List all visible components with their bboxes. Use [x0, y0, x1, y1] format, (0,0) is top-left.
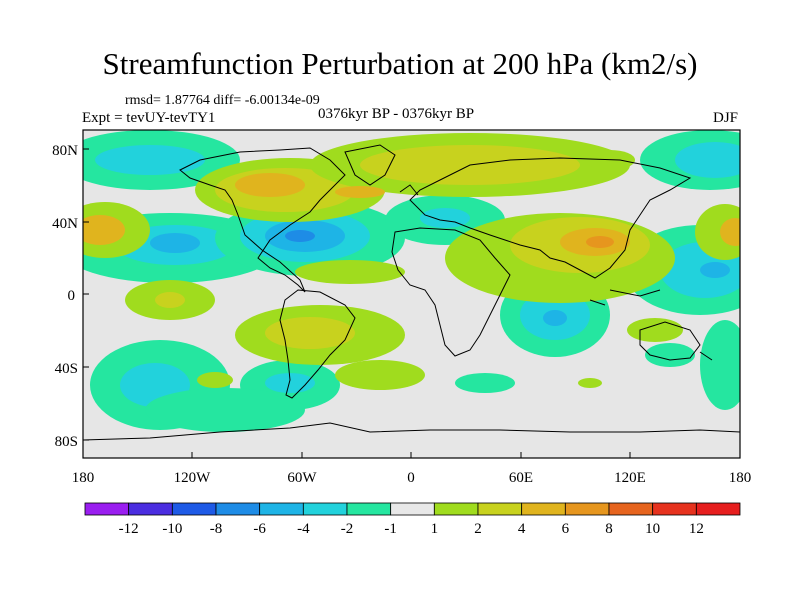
contour-region: [543, 310, 567, 326]
colorbar-label: 8: [605, 521, 613, 537]
contour-region: [720, 218, 740, 246]
contour-region: [700, 262, 730, 278]
colorbar-label: 1: [431, 521, 439, 537]
season-label: DJF: [713, 110, 739, 126]
contour-region: [335, 186, 385, 198]
contour-region: [700, 320, 740, 410]
contour-region: [295, 260, 405, 284]
contour-region: [285, 230, 315, 242]
contour-region: [586, 236, 614, 248]
colorbar-label: 4: [518, 521, 526, 537]
coastline-north-america: [179, 147, 346, 293]
x-tick-label: 60E: [509, 470, 533, 486]
contour-region: [95, 145, 205, 175]
colorbar-swatch: [171, 502, 217, 516]
colorbar-swatch: [433, 502, 479, 516]
colorbar-swatch: [608, 502, 654, 516]
colorbar-label: -6: [253, 521, 266, 537]
x-tick-label: 180: [729, 470, 752, 486]
y-tick-label: 80N: [52, 143, 78, 159]
coastlines: [83, 144, 740, 441]
colorbar-label: -12: [119, 521, 139, 537]
contour-region: [155, 292, 185, 308]
coastline-australia: [639, 321, 701, 361]
coastline-eurasia: [409, 157, 692, 279]
coastline-africa: [391, 227, 511, 357]
axis-ticks: [82, 148, 741, 458]
x-tick-label: 120E: [614, 470, 646, 486]
y-tick-label: 0: [68, 288, 76, 304]
colorbar-label: -8: [210, 521, 223, 537]
colorbar-swatch: [521, 502, 566, 516]
coastline-antarctica: [83, 422, 740, 441]
colorbar-label: 10: [645, 521, 660, 537]
contour-region: [197, 372, 233, 388]
colorbar-label: 2: [474, 521, 482, 537]
period-label: 0376kyr BP - 0376kyr BP: [318, 106, 475, 122]
experiment-label: Expt = tevUY-tevTY1: [82, 110, 216, 126]
contour-region: [235, 173, 305, 197]
contour-region: [645, 343, 695, 367]
colorbar-label: 12: [689, 521, 704, 537]
contour-region: [145, 388, 305, 432]
colorbar-label: -4: [297, 521, 310, 537]
x-tick-label: 0: [407, 470, 415, 486]
contour-region: [455, 373, 515, 393]
contour-region: [695, 204, 740, 260]
colorbar-label: -1: [384, 521, 397, 537]
contour-region: [627, 318, 683, 342]
colorbar-swatch: [695, 502, 741, 516]
contour-region: [150, 233, 200, 253]
x-tick-label: 120W: [174, 470, 212, 486]
contour-region: [83, 215, 125, 245]
colorbar-swatch: [390, 502, 435, 516]
colorbar-label: -10: [162, 521, 182, 537]
colorbar-swatch: [564, 502, 610, 516]
y-tick-label: 40N: [52, 216, 78, 232]
colorbar-swatch: [302, 502, 348, 516]
contour-region: [335, 360, 425, 390]
y-tick-label: 80S: [55, 434, 78, 450]
colorbar-swatch: [346, 502, 392, 516]
x-tick-label: 60W: [287, 470, 317, 486]
x-tick-label: 180: [72, 470, 95, 486]
stats-label: rmsd= 1.87764 diff= -6.00134e-09: [125, 93, 320, 108]
colorbar-label: -2: [341, 521, 354, 537]
coastline-islands: [399, 184, 713, 361]
colorbar-swatch: [652, 502, 697, 516]
y-tick-label: 40S: [55, 361, 78, 377]
contour-region: [675, 142, 740, 178]
colorbar-swatch: [128, 502, 173, 516]
colorbar-swatch: [215, 502, 261, 516]
coastline-south-america: [279, 289, 356, 399]
plot-title: Streamfunction Perturbation at 200 hPa (…: [102, 46, 698, 81]
contour-region: [578, 378, 602, 388]
colorbar-swatch: [84, 502, 130, 516]
colorbar-swatch: [477, 502, 523, 516]
coastline-greenland: [344, 144, 396, 186]
colorbar-swatch: [259, 502, 304, 516]
colorbar: [84, 502, 741, 516]
contour-region: [265, 317, 355, 349]
contour-field: [83, 130, 740, 458]
colorbar-label: 6: [562, 521, 570, 537]
colorbar-labels: -12 -10 -8 -6 -4 -2 -1 1 2 4 6 8 10 12: [119, 521, 704, 537]
